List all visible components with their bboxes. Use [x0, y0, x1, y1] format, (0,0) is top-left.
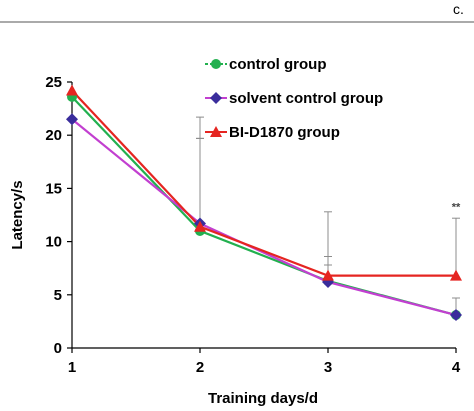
significance-annotation: ** [452, 201, 461, 213]
series-line [71, 118, 457, 317]
legend-label: control group [229, 56, 327, 73]
x-tick-label: 3 [324, 359, 332, 376]
data-point [66, 113, 78, 126]
y-tick-label: 20 [45, 127, 62, 144]
y-tick-label: 25 [45, 74, 62, 91]
legend-marker [210, 126, 222, 137]
x-tick-label: 4 [452, 359, 461, 376]
series-line [71, 89, 456, 277]
y-tick-label: 0 [54, 340, 62, 357]
data-point [66, 84, 78, 96]
legend-marker [211, 59, 221, 69]
legend-label: solvent control group [229, 90, 383, 107]
x-axis-title: Training days/d [208, 390, 318, 407]
data-point [450, 309, 462, 322]
legend-label: BI-D1870 group [229, 124, 340, 141]
x-tick-label: 1 [68, 359, 76, 376]
data-point [194, 220, 206, 232]
legend-marker [210, 92, 222, 104]
y-tick-label: 5 [54, 287, 62, 304]
plot-area: 0 5 10 15 20 25 1 2 3 4 ** [45, 74, 462, 376]
data-point [450, 269, 462, 281]
y-axis-title: Latency/s [9, 180, 26, 249]
y-tick-label: 15 [45, 180, 62, 197]
x-tick-label: 2 [196, 359, 204, 376]
panel-label: c. [453, 1, 464, 17]
y-tick-label: 10 [45, 234, 62, 251]
legend: control group solvent control group BI-D18… [205, 56, 383, 141]
data-point [322, 269, 334, 281]
